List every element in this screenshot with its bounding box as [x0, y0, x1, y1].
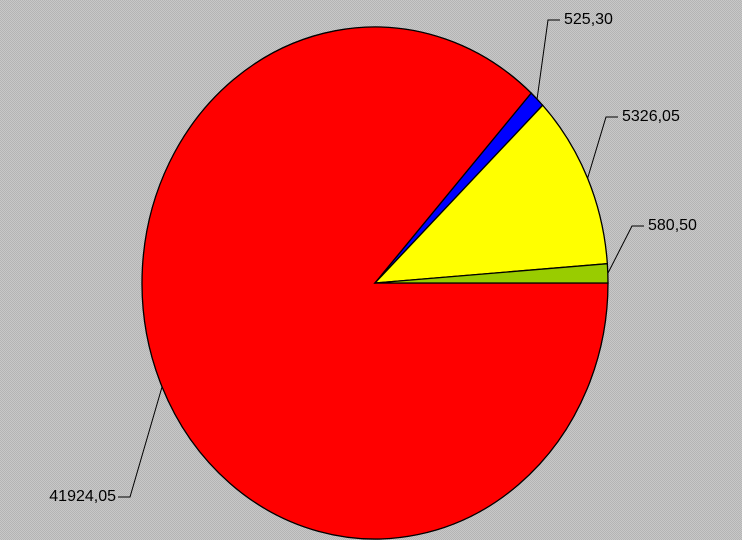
data-label: 5326,05 [622, 108, 680, 125]
data-label: 41924,05 [49, 488, 116, 505]
leader-line [587, 116, 618, 179]
pie-slice [374, 263, 609, 284]
leader-line [536, 19, 560, 100]
data-label: 525,30 [564, 11, 613, 28]
pie-slice [141, 26, 609, 540]
data-label: 580,50 [648, 217, 697, 234]
leader-line [607, 225, 644, 274]
leader-line [118, 386, 163, 498]
